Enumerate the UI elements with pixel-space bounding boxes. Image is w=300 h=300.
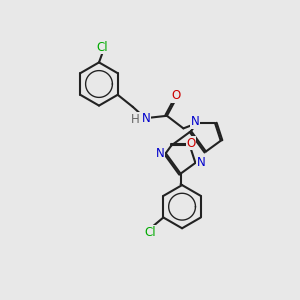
Text: N: N (142, 112, 150, 125)
Text: N: N (156, 147, 165, 160)
Text: H: H (131, 113, 140, 126)
Text: N: N (191, 115, 200, 128)
Text: N: N (196, 156, 205, 170)
Text: O: O (171, 89, 181, 102)
Text: O: O (187, 136, 196, 150)
Text: Cl: Cl (145, 226, 156, 239)
Text: Cl: Cl (97, 40, 108, 54)
